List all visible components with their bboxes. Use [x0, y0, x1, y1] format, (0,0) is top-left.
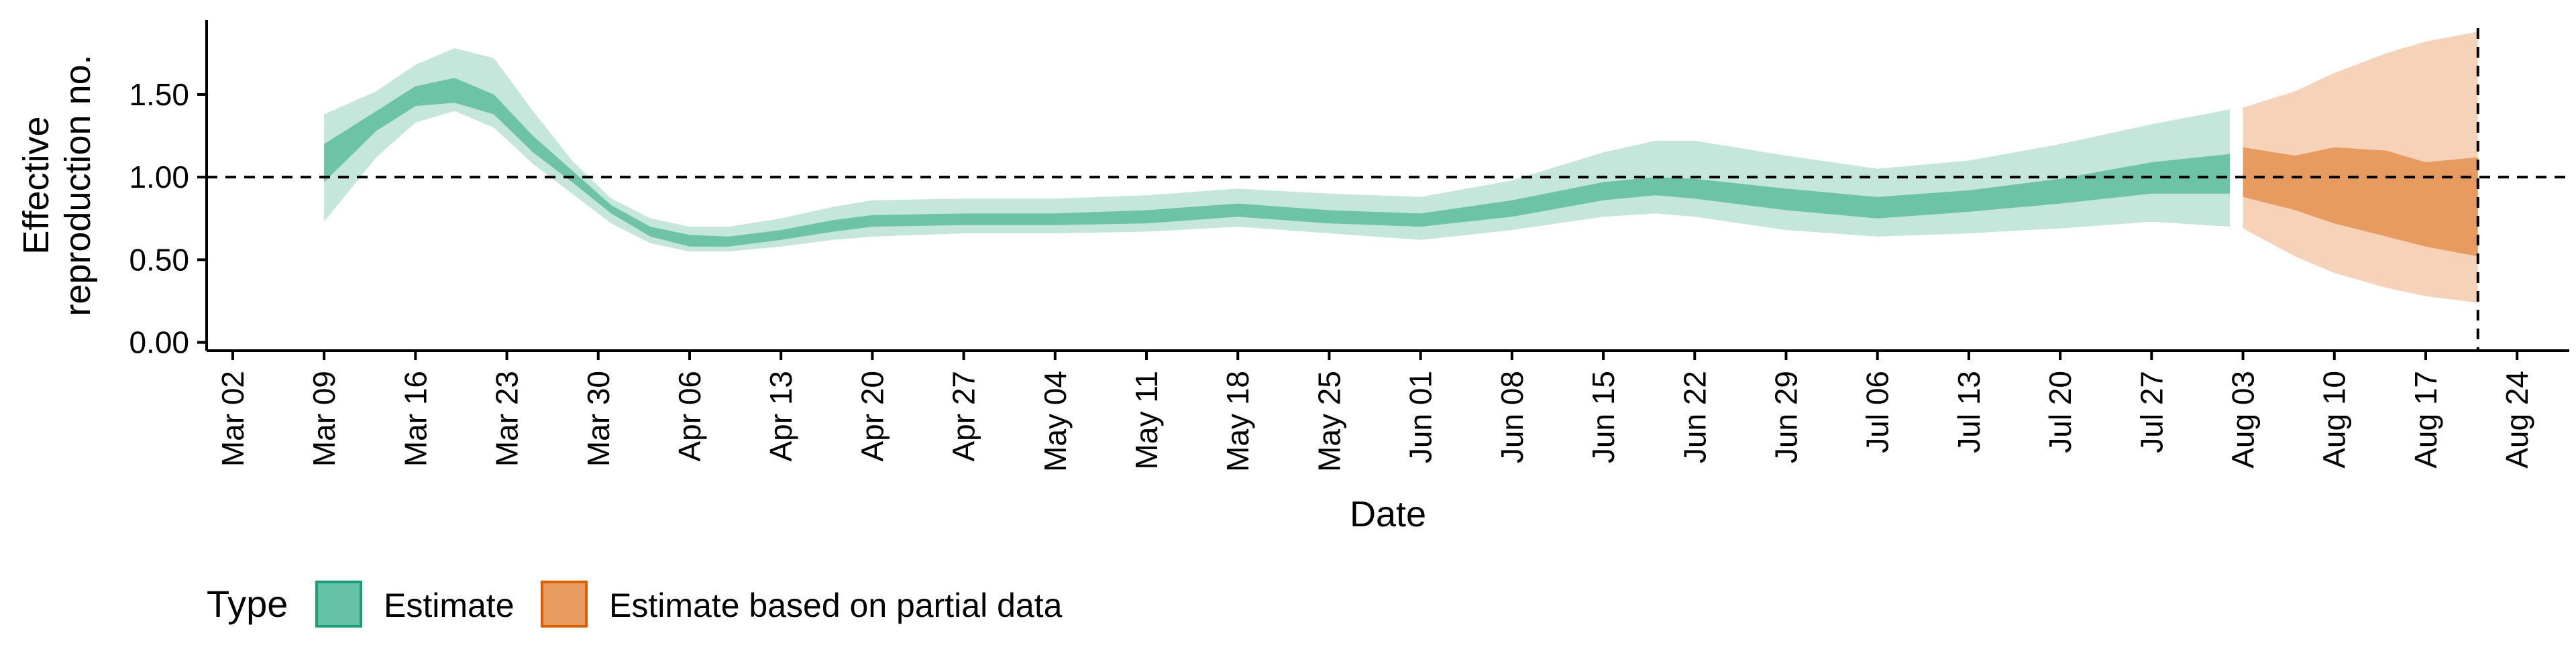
legend-title: Type — [207, 583, 288, 625]
x-tick-label: Apr 06 — [672, 371, 707, 462]
x-tick-label: Aug 24 — [2500, 371, 2534, 469]
x-tick-label: Jun 29 — [1768, 371, 1803, 463]
legend-swatch — [541, 581, 588, 628]
x-tick-label: Mar 30 — [581, 371, 616, 467]
x-tick-label: Apr 13 — [763, 371, 798, 462]
legend-label: Estimate — [384, 587, 515, 624]
legend-label: Estimate based on partial data — [609, 587, 1063, 624]
x-tick-label: Mar 16 — [398, 371, 433, 467]
legend-swatch — [315, 581, 362, 628]
x-tick-label: May 25 — [1311, 371, 1346, 472]
y-axis-title-line: reproduction no. — [58, 54, 98, 316]
y-tick-label: 1.50 — [129, 77, 189, 112]
x-tick-label: May 04 — [1038, 371, 1073, 472]
x-tick-label: Apr 27 — [947, 371, 981, 462]
y-tick-label: 0.00 — [129, 325, 189, 360]
axes-layer: 0.00 0.50 1.00 1.50 Mar 02 Mar 09 Mar 16 Mar 23… — [16, 20, 2569, 534]
y-tick-label: 1.00 — [129, 160, 189, 194]
x-tick-label: Mar 09 — [307, 371, 341, 467]
x-tick-label: Jul 06 — [1860, 371, 1895, 453]
x-tick-label: Jun 22 — [1677, 371, 1712, 463]
x-tick-label: Aug 17 — [2408, 371, 2443, 469]
x-tick-label: Jul 27 — [2134, 371, 2169, 453]
x-tick-label: Mar 23 — [490, 371, 525, 467]
estimate-outer-band — [324, 48, 2231, 252]
y-axis-title-line: Effective — [16, 116, 56, 254]
x-axis-title: Date — [1350, 494, 1426, 534]
x-tick-label: May 11 — [1129, 371, 1164, 469]
x-tick-label: Jun 01 — [1403, 371, 1438, 463]
x-tick-label: Aug 10 — [2317, 371, 2352, 469]
x-tick-label: Jun 15 — [1586, 371, 1621, 463]
x-tick-label: Jul 20 — [2043, 371, 2078, 453]
x-tick-label: May 18 — [1220, 371, 1255, 472]
y-tick-label: 0.50 — [129, 242, 189, 277]
x-tick-label: Jul 13 — [1951, 371, 1986, 453]
x-tick-label: Jun 08 — [1495, 371, 1529, 463]
reference-lines-layer — [207, 28, 2569, 351]
estimate-inner-band — [324, 78, 2231, 247]
x-tick-label: Mar 02 — [215, 371, 250, 467]
x-tick-label: Aug 03 — [2226, 371, 2261, 469]
legend: Type Estimate Estimate based on partial da… — [207, 581, 1063, 628]
bands-layer — [324, 32, 2478, 303]
partial-data-inner-band — [2243, 147, 2478, 257]
x-tick-label: Apr 20 — [855, 371, 890, 462]
